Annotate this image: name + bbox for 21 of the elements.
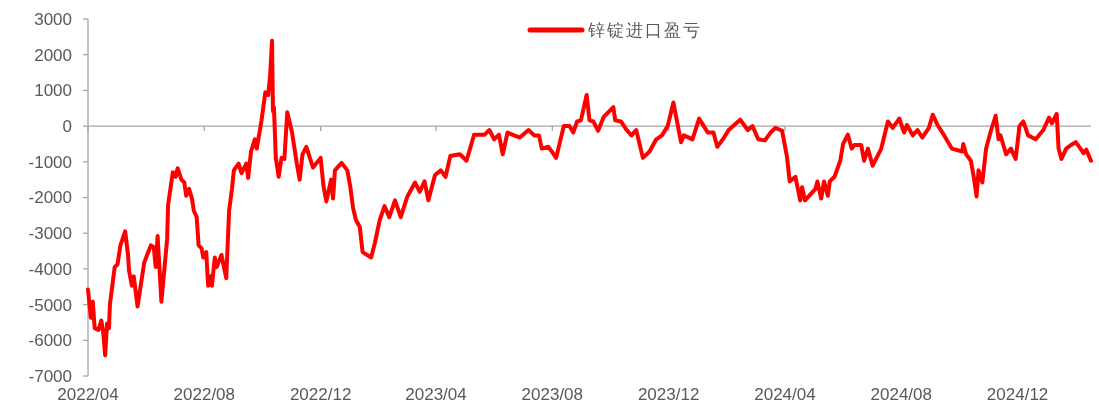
x-tick-label: 2022/04 [57,385,119,404]
x-tick-label: 2023/12 [637,385,700,404]
y-tick-label: 2000 [34,45,72,65]
y-tick-label: -5000 [28,295,72,315]
y-tick-label: 3000 [34,9,72,29]
x-tick-label: 2024/08 [870,385,932,404]
y-tick-label: -6000 [28,331,72,351]
y-tick-label: -2000 [28,188,72,208]
y-tick-label: -1000 [28,152,72,172]
x-tick-label: 2024/12 [986,385,1049,404]
x-tick-label: 2022/12 [289,385,352,404]
y-tick-label: 1000 [34,81,72,101]
y-tick-label: 0 [62,117,72,137]
x-tick-label: 2023/04 [405,385,467,404]
x-tick-label: 2022/08 [173,385,236,404]
y-tick-label: -7000 [28,366,72,386]
x-tick-label: 2023/08 [521,385,584,404]
y-tick-label: -3000 [28,224,72,244]
y-tick-label: -4000 [28,259,72,279]
x-tick-label: 2024/04 [754,385,816,404]
legend-label: 锌锭进口盈亏 [587,19,702,40]
